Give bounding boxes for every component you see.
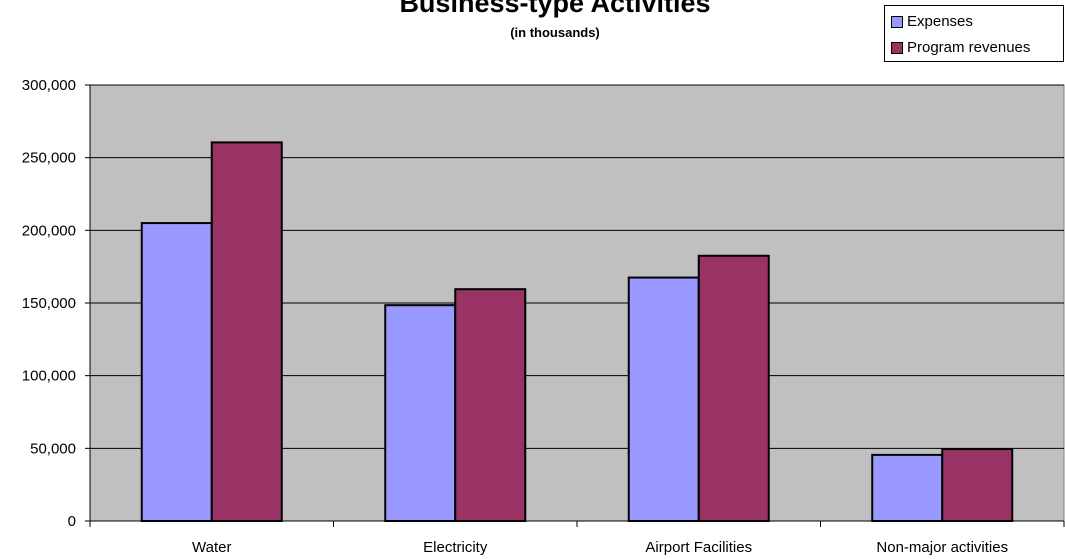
legend-swatch-program-revenues <box>891 41 903 54</box>
bar <box>384 304 457 522</box>
y-tick-label: 0 <box>68 513 76 530</box>
bar <box>210 141 283 522</box>
legend: Expenses Program revenues <box>884 5 1064 62</box>
legend-item-expenses: Expenses <box>891 13 973 30</box>
y-tick-label: 200,000 <box>22 222 76 239</box>
bar <box>140 222 213 522</box>
legend-label-expenses: Expenses <box>907 13 973 30</box>
bar <box>454 288 527 522</box>
legend-label-program-revenues: Program revenues <box>907 39 1031 56</box>
chart-title: Business-type Activities <box>399 0 711 18</box>
chart-subtitle: (in thousands) <box>510 25 600 40</box>
x-tick-label: Electricity <box>423 539 488 556</box>
bar <box>627 276 700 523</box>
y-tick-label: 250,000 <box>22 150 76 167</box>
bar <box>871 453 944 522</box>
y-tick-label: 100,000 <box>22 368 76 385</box>
legend-swatch-expenses <box>891 15 903 28</box>
bar <box>941 448 1014 522</box>
y-tick-label: 50,000 <box>30 440 76 457</box>
x-tick-label: Non-major activities <box>876 539 1008 556</box>
legend-item-program-revenues: Program revenues <box>891 39 1030 56</box>
y-tick-label: 150,000 <box>22 295 76 312</box>
x-tick-label: Water <box>192 539 231 556</box>
bar <box>697 254 770 522</box>
y-tick-label: 300,000 <box>22 77 76 94</box>
x-tick-label: Airport Facilities <box>645 539 752 556</box>
